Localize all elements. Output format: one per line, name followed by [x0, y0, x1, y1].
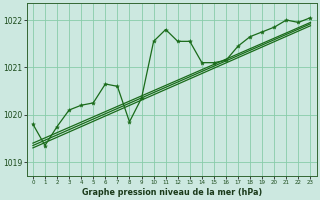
X-axis label: Graphe pression niveau de la mer (hPa): Graphe pression niveau de la mer (hPa)	[82, 188, 262, 197]
